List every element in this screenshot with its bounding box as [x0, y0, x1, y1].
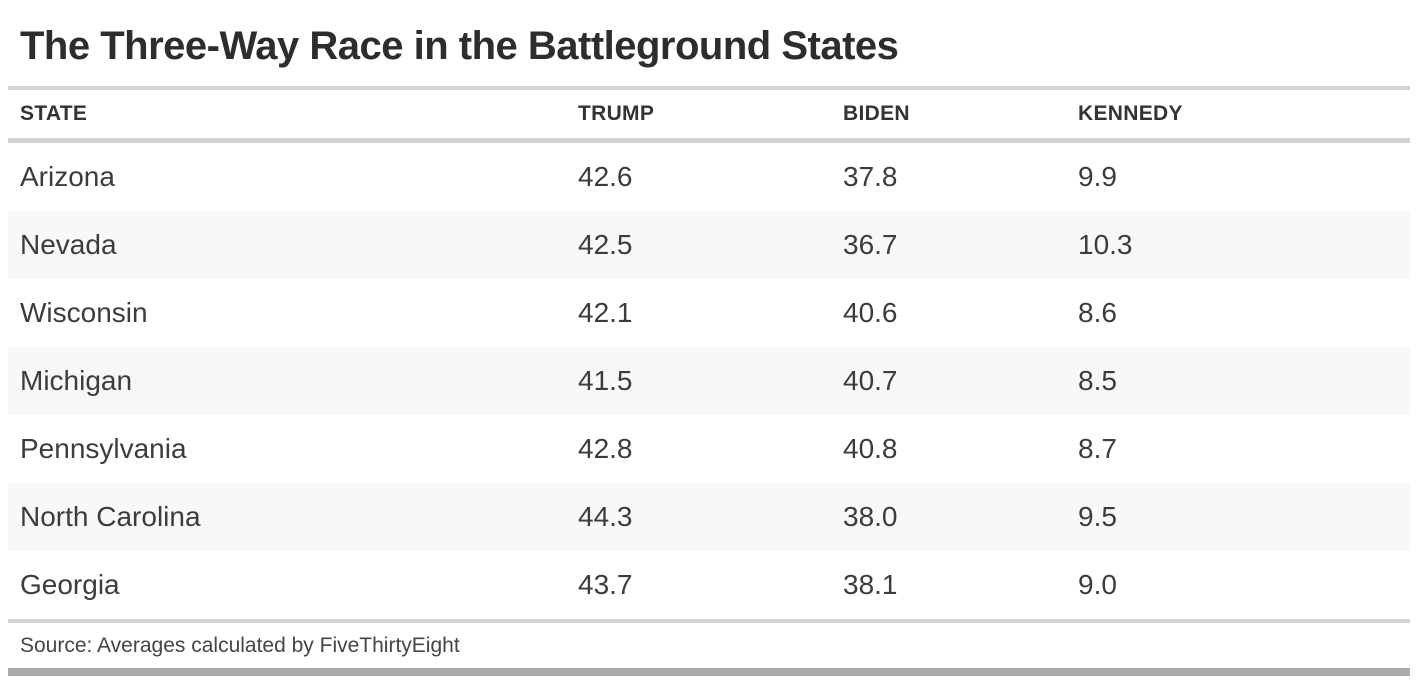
trump-value: 42.8: [578, 433, 633, 464]
biden-value: 37.8: [843, 161, 898, 192]
rule-below-header: [8, 138, 1410, 143]
biden-value: 38.1: [843, 569, 898, 600]
column-header-biden: BIDEN: [843, 102, 910, 125]
kennedy-value: 8.6: [1078, 297, 1117, 328]
state-name: North Carolina: [20, 501, 201, 532]
state-name: Wisconsin: [20, 297, 148, 328]
biden-value: 36.7: [843, 229, 898, 260]
state-name: Pennsylvania: [20, 433, 187, 464]
biden-value: 40.8: [843, 433, 898, 464]
trump-value: 42.1: [578, 297, 633, 328]
trump-value: 44.3: [578, 501, 633, 532]
state-name: Michigan: [20, 365, 133, 396]
column-header-trump: TRUMP: [578, 102, 655, 125]
table-row: Pennsylvania 42.8 40.8 8.7: [8, 415, 1410, 483]
rule-above-source: [8, 619, 1410, 623]
kennedy-value: 8.7: [1078, 433, 1117, 464]
table-row: Wisconsin 42.1 40.6 8.6: [8, 279, 1410, 347]
biden-value: 38.0: [843, 501, 898, 532]
column-header-kennedy: KENNEDY: [1078, 102, 1183, 125]
trump-value: 43.7: [578, 569, 633, 600]
trump-value: 42.5: [578, 229, 633, 260]
biden-value: 40.7: [843, 365, 898, 396]
table-row: Georgia 43.7 38.1 9.0: [8, 551, 1410, 619]
source-note: Source: Averages calculated by FiveThirt…: [20, 633, 460, 657]
kennedy-value: 9.0: [1078, 569, 1117, 600]
kennedy-value: 10.3: [1078, 229, 1133, 260]
table-row: North Carolina 44.3 38.0 9.5: [8, 483, 1410, 551]
page-title: The Three-Way Race in the Battleground S…: [20, 24, 899, 68]
state-name: Arizona: [20, 161, 115, 192]
table-header-row: STATE TRUMP BIDEN KENNEDY: [8, 90, 1410, 138]
state-name: Georgia: [20, 569, 120, 600]
table-row: Arizona 42.6 37.8 9.9: [8, 143, 1410, 211]
kennedy-value: 9.9: [1078, 161, 1117, 192]
state-name: Nevada: [20, 229, 117, 260]
trump-value: 42.6: [578, 161, 633, 192]
trump-value: 41.5: [578, 365, 633, 396]
table-row: Nevada 42.5 36.7 10.3: [8, 211, 1410, 279]
table-row: Michigan 41.5 40.7 8.5: [8, 347, 1410, 415]
column-header-state: STATE: [20, 102, 88, 125]
kennedy-value: 8.5: [1078, 365, 1117, 396]
bottom-bar: [8, 668, 1410, 676]
biden-value: 40.6: [843, 297, 898, 328]
rule-above-header: [8, 86, 1410, 90]
kennedy-value: 9.5: [1078, 501, 1117, 532]
